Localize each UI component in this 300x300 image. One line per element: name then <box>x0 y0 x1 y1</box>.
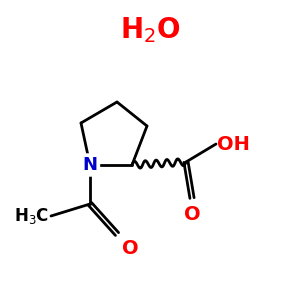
Text: H$_2$O: H$_2$O <box>120 15 180 45</box>
Text: H$_3$C: H$_3$C <box>14 206 50 226</box>
Text: OH: OH <box>218 134 250 154</box>
Text: O: O <box>184 206 200 224</box>
Text: O: O <box>122 238 138 257</box>
Text: N: N <box>82 156 98 174</box>
